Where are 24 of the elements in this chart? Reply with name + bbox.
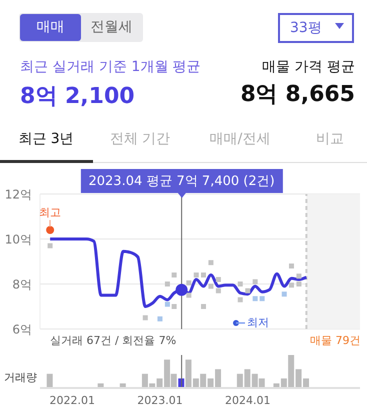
text: 매매 bbox=[20, 14, 81, 41]
y-tick-label: 10억 bbox=[4, 232, 32, 246]
y-tick-label: 12억 bbox=[4, 187, 32, 202]
x-tick-label: 2022.01 bbox=[49, 394, 95, 407]
y-tick-label: 8억 bbox=[12, 277, 32, 292]
text: 33평 bbox=[290, 19, 322, 38]
y-axis-title: 거래량 bbox=[4, 370, 37, 385]
x-tick-label: 2024.01 bbox=[224, 394, 270, 407]
x-tick-label: 2023.01 bbox=[137, 394, 183, 407]
text: 최근 실거래 기준 1개월 평균 bbox=[20, 58, 201, 76]
text: 비교 bbox=[316, 130, 344, 148]
text: 매물 가격 평균 bbox=[262, 58, 355, 76]
text: 전체 기간 bbox=[110, 130, 170, 148]
text: 최근 3년 bbox=[18, 130, 74, 148]
y-tick-label: 6억 bbox=[12, 322, 32, 336]
text: 2023.04 평균 7억 7,400 (2건) bbox=[80, 169, 283, 193]
annotation: 최고 bbox=[39, 205, 62, 220]
text: 매매/전세 bbox=[210, 130, 270, 148]
annotation: 최저 bbox=[247, 315, 269, 330]
text: 실거래 67건 / 회전율 7% bbox=[50, 333, 176, 348]
text: 매물 79건 bbox=[310, 333, 360, 348]
text: 8억 2,100 bbox=[20, 83, 135, 111]
text: 전월세 bbox=[90, 18, 134, 37]
text: 8억 8,665 bbox=[240, 81, 355, 109]
